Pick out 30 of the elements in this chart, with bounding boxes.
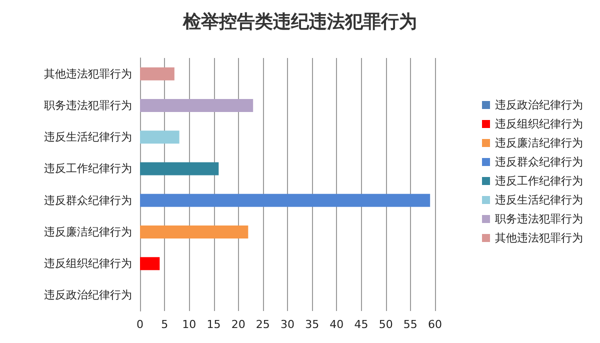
legend-label: 违反政治纪律行为 <box>495 98 583 112</box>
y-tick-label: 违反组织纪律行为 <box>44 257 132 270</box>
y-tick-label: 违反群众纪律行为 <box>44 194 132 207</box>
x-tick-label: 5 <box>161 318 168 331</box>
x-tick-label: 50 <box>378 318 393 331</box>
x-tick-label: 15 <box>206 318 221 331</box>
y-tick-label: 职务违法犯罪行为 <box>44 98 132 112</box>
legend-label: 违反工作纪律行为 <box>495 174 583 188</box>
x-tick-label: 45 <box>354 318 368 331</box>
legend-label: 违反群众纪律行为 <box>495 156 583 168</box>
legend-label: 违反生活纪律行为 <box>495 194 583 206</box>
x-tick-label: 35 <box>305 318 320 331</box>
y-tick-label: 违反生活纪律行为 <box>44 130 132 144</box>
y-tick-label: 违反廉洁纪律行为 <box>44 225 132 238</box>
x-tick-label: 25 <box>256 318 270 331</box>
x-tick-label: 30 <box>280 318 294 331</box>
legend-label: 违反组织纪律行为 <box>495 118 583 130</box>
x-tick-label: 0 <box>136 318 144 331</box>
y-tick-label: 违反工作纪律行为 <box>44 162 132 176</box>
x-tick-label: 10 <box>182 318 196 331</box>
x-tick-label: 55 <box>403 318 418 331</box>
chart-title: 检举控告类违纪违法犯罪行为 <box>182 12 417 32</box>
x-tick-label: 20 <box>231 318 246 331</box>
y-tick-label: 其他违法犯罪行为 <box>44 67 132 80</box>
x-tick-label: 40 <box>330 318 344 331</box>
legend-label: 其他违法犯罪行为 <box>495 232 583 244</box>
x-tick-label: 60 <box>428 318 442 331</box>
y-tick-label: 违反政治纪律行为 <box>44 288 132 302</box>
legend-label: 职务违法犯罪行为 <box>495 212 583 226</box>
legend-label: 违反廉洁纪律行为 <box>495 136 583 150</box>
